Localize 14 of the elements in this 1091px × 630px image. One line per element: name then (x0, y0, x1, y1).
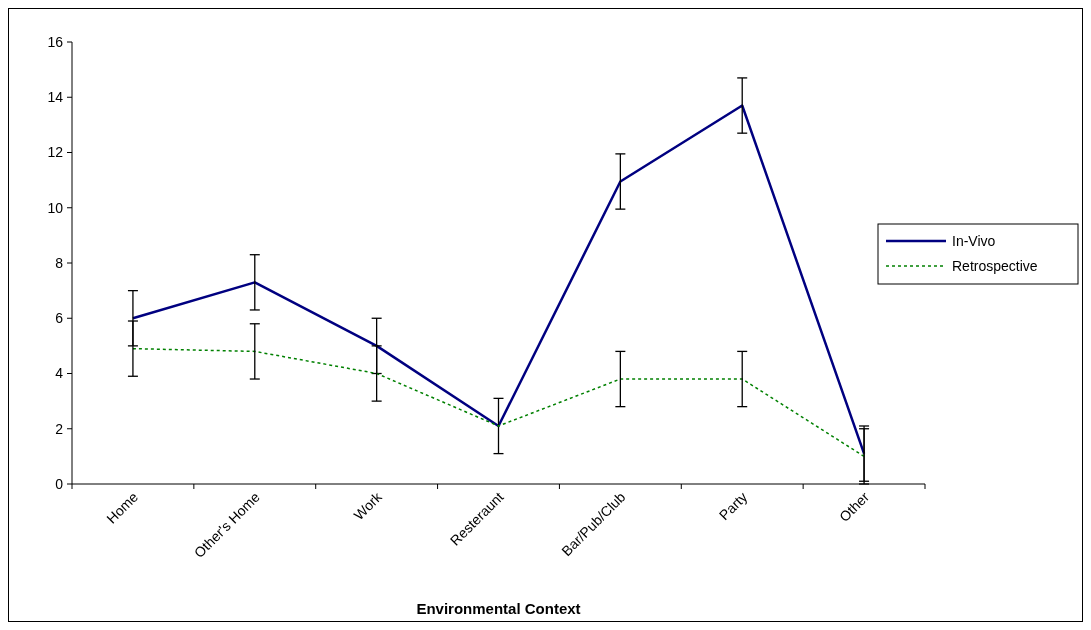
y-tick-label: 8 (55, 254, 64, 271)
line-series (132, 347, 865, 458)
y-tick-label: 10 (47, 199, 64, 216)
line-series (131, 104, 866, 455)
y-tick-label: 0 (55, 475, 64, 492)
y-tick-label: 6 (55, 310, 64, 327)
y-tick-label: 16 (47, 33, 64, 50)
y-tick-label: 2 (55, 420, 64, 437)
y-tick-label: 14 (47, 89, 64, 106)
y-tick-label: 12 (47, 144, 64, 161)
legend-label: In-Vivo (952, 232, 996, 249)
x-axis-title: Environmental Context (416, 600, 581, 617)
legend-label: Retrospective (952, 257, 1038, 274)
y-tick-label: 4 (55, 365, 64, 382)
